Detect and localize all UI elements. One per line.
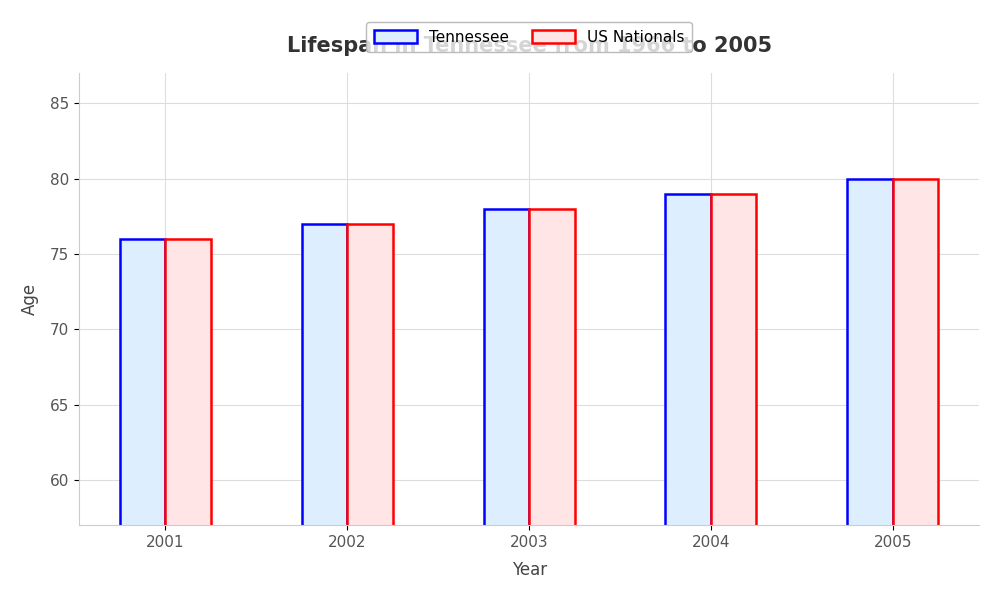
Bar <box>484 209 529 600</box>
Legend: Tennessee, US Nationals: Tennessee, US Nationals <box>366 22 692 52</box>
Bar <box>165 239 211 600</box>
Bar <box>847 179 893 600</box>
Bar <box>347 224 393 600</box>
Bar <box>665 194 711 600</box>
Bar <box>711 194 756 600</box>
Y-axis label: Age: Age <box>21 283 39 316</box>
Bar <box>120 239 165 600</box>
Bar <box>893 179 938 600</box>
Title: Lifespan in Tennessee from 1966 to 2005: Lifespan in Tennessee from 1966 to 2005 <box>287 37 772 56</box>
X-axis label: Year: Year <box>512 561 547 579</box>
Bar <box>529 209 575 600</box>
Bar <box>302 224 347 600</box>
